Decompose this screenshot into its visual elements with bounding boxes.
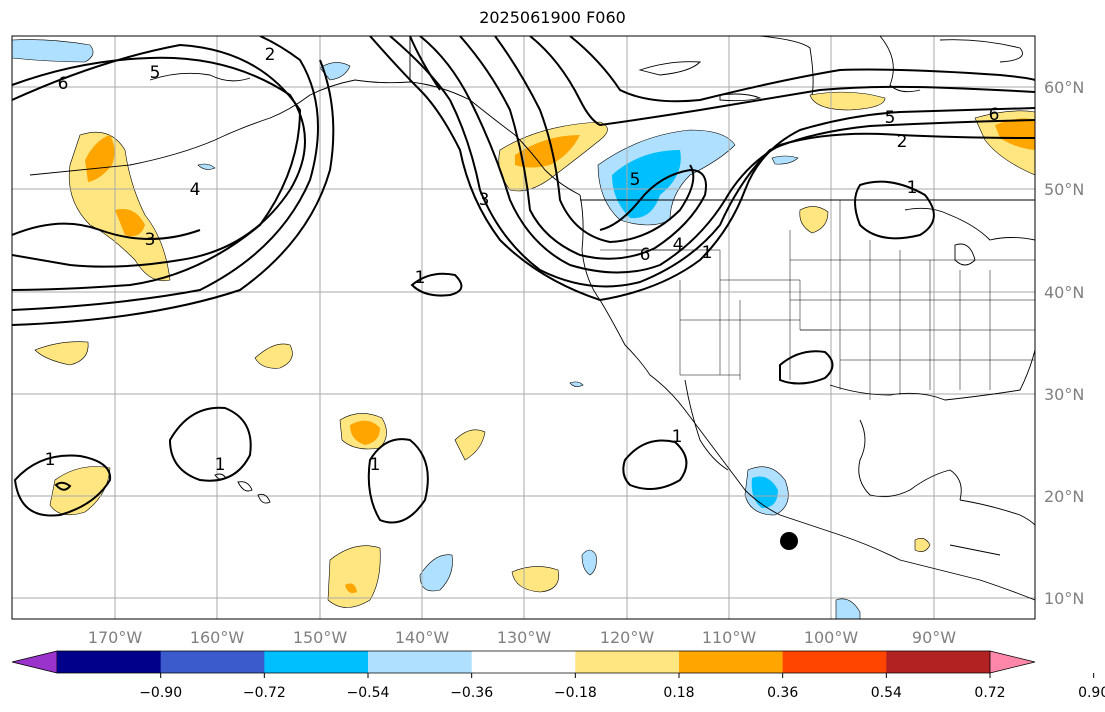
lat-label: 10°N: [1044, 589, 1084, 608]
contour-label: 1: [907, 178, 918, 198]
lon-label: 120°W: [600, 628, 655, 647]
lon-label: 150°W: [293, 628, 348, 647]
contour-label: 2: [265, 45, 276, 65]
lat-label: 20°N: [1044, 487, 1084, 506]
longitude-labels: 170°W 160°W 150°W 140°W 130°W 120°W 110°…: [88, 628, 956, 647]
lat-label: 30°N: [1044, 385, 1084, 404]
colorbar-tick-label: 0.18: [663, 685, 694, 701]
contour-label: 6: [58, 74, 69, 94]
contour-label: 5: [630, 170, 641, 190]
colorbar-tick-label: −0.36: [450, 685, 493, 701]
colorbar-tick-label: −0.72: [243, 685, 286, 701]
lat-label: 40°N: [1044, 283, 1084, 302]
contour-label: 1: [370, 455, 381, 475]
colorbar-segment: [886, 651, 991, 673]
storm-center-dot: [780, 532, 798, 550]
contour-label: 1: [415, 268, 426, 288]
colorbar-segment: [57, 651, 162, 673]
colorbar-tick-label: −0.18: [554, 685, 597, 701]
latitude-labels: 60°N 50°N 40°N 30°N 20°N 10°N: [1044, 78, 1084, 608]
contour-label: 1: [45, 450, 56, 470]
contour-label: 1: [672, 427, 683, 447]
colorbar: −0.90 −0.72 −0.54 −0.36 −0.18 0.18 0.36 0.54 0.7…: [11, 650, 1105, 701]
colorbar-segment: [160, 651, 265, 673]
colorbar-extend-low: [11, 650, 58, 674]
colorbar-tick-label: 0.72: [974, 685, 1005, 701]
colorbar-extend-high: [989, 650, 1036, 674]
colorbar-segment: [471, 651, 576, 673]
contour-label: 6: [640, 245, 651, 265]
colorbar-tick-label: 0.54: [871, 685, 902, 701]
colorbar-tick-label: 0.36: [767, 685, 798, 701]
colorbar-segment: [782, 651, 887, 673]
contour-label-group: 6 5 2 4 3 5 1 1 1 1 1 6 4 1 3 5 6 2 1: [45, 45, 1000, 475]
lon-label: 130°W: [497, 628, 552, 647]
lon-label: 100°W: [804, 628, 859, 647]
contour-label: 6: [989, 105, 1000, 125]
lon-label: 110°W: [702, 628, 757, 647]
anomaly-shading: [12, 39, 1035, 619]
lon-label: 160°W: [190, 628, 245, 647]
contour-label: 3: [145, 230, 156, 250]
contour-label: 1: [215, 455, 226, 475]
map-title: 2025061900 F060: [479, 8, 626, 27]
contour-label: 5: [885, 108, 896, 128]
contour-label: 3: [479, 190, 490, 210]
lon-label: 140°W: [395, 628, 450, 647]
colorbar-segment: [264, 651, 369, 673]
lat-label: 50°N: [1044, 180, 1084, 199]
colorbar-tick-label: 0.90: [1078, 685, 1105, 701]
lon-label: 90°W: [912, 628, 956, 647]
colorbar-tick-label: −0.90: [139, 685, 182, 701]
lon-label: 170°W: [88, 628, 143, 647]
contour-label: 2: [897, 132, 908, 152]
state-borders: [600, 200, 1035, 400]
contour-label: 1: [702, 243, 713, 263]
map-border: [11, 35, 1036, 620]
colorbar-segment: [679, 651, 784, 673]
contour-label: 4: [673, 235, 684, 255]
contour-label: 5: [150, 63, 161, 83]
colorbar-segment: [575, 651, 680, 673]
colorbar-segment: [368, 651, 473, 673]
contour-lines: [12, 36, 1035, 524]
contour-label: 4: [190, 180, 201, 200]
colorbar-tick-label: −0.54: [347, 685, 390, 701]
lat-label: 60°N: [1044, 78, 1084, 97]
